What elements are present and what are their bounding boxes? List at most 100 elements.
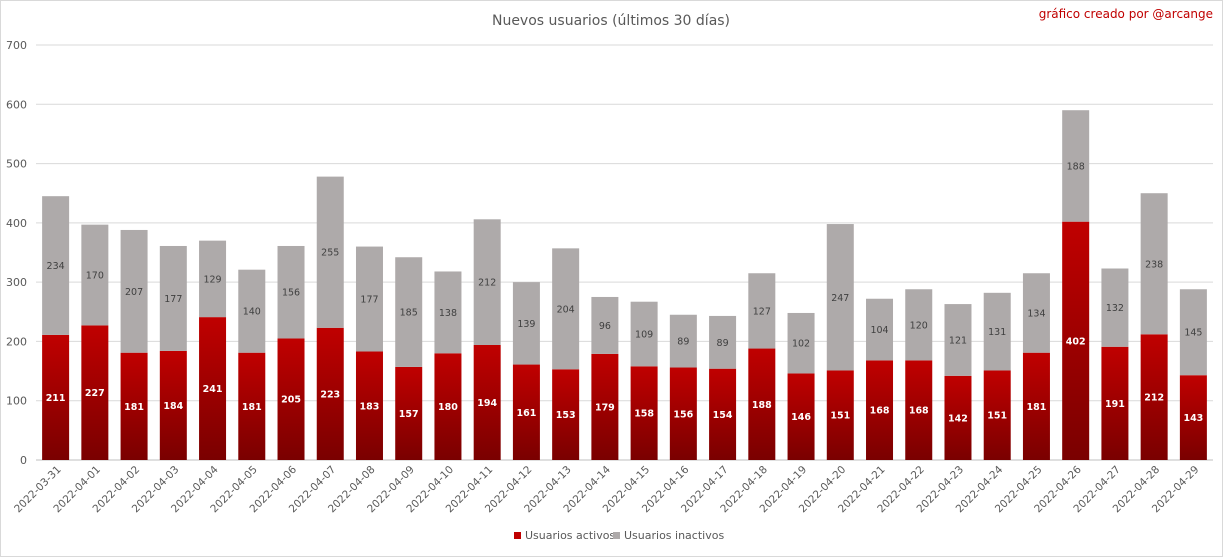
data-label-active: 179 [595,402,615,413]
legend-label-active: Usuarios activos [525,529,615,542]
bar-active [866,360,894,460]
data-label-active: 168 [870,406,890,417]
legend-label-inactive: Usuarios inactivos [624,529,724,542]
data-label-active: 146 [791,412,811,423]
bar-inactive [787,312,815,374]
bar-inactive [1101,268,1129,347]
data-label-active: 158 [634,409,654,420]
data-label-inactive: 102 [792,339,810,350]
bar-active [1179,375,1207,460]
bar-inactive [1022,273,1050,353]
data-label-active: 211 [46,393,66,404]
data-label-active: 183 [360,401,380,412]
bar-inactive [1062,110,1090,222]
data-label-inactive: 255 [321,248,339,259]
bar-inactive [709,315,737,369]
bar-inactive [473,219,501,345]
y-tick-label: 700 [6,39,27,52]
bar-inactive [238,269,266,353]
data-label-active: 156 [673,409,693,420]
bar-active [826,370,854,460]
bar-inactive [81,224,109,326]
data-label-active: 223 [320,389,340,400]
data-label-inactive: 120 [910,320,928,331]
data-label-active: 142 [948,413,968,424]
data-label-inactive: 109 [635,330,653,341]
y-tick-label: 100 [6,395,27,408]
bars [42,110,1207,460]
data-label-inactive: 96 [599,321,611,332]
bar-inactive [1179,289,1207,376]
data-label-active: 184 [163,401,183,412]
bar-inactive [316,176,344,328]
legend-swatch-inactive [613,532,620,539]
bar-inactive [120,229,148,353]
data-label-active: 212 [1144,393,1164,404]
bar-inactive [199,240,227,318]
bar-active [159,350,187,460]
bar-active [199,317,227,460]
data-label-active: 143 [1183,413,1203,424]
data-label-active: 180 [438,402,458,413]
bar-active [81,325,109,460]
data-label-active: 194 [477,398,497,409]
data-label-active: 188 [752,400,772,411]
data-label-inactive: 129 [203,274,221,285]
data-label-active: 151 [830,411,850,422]
data-label-active: 181 [1027,402,1047,413]
legend: Usuarios activos Usuarios inactivos [514,529,724,542]
data-label-inactive: 177 [164,294,182,305]
data-label-active: 161 [516,408,536,419]
data-label-inactive: 145 [1184,328,1202,339]
bar-inactive [866,298,894,361]
data-label-inactive: 134 [1027,308,1045,319]
data-label-active: 181 [242,402,262,413]
bar-inactive [159,245,187,351]
data-label-inactive: 121 [949,335,967,346]
bar-active [709,368,737,460]
bar-inactive [355,246,383,352]
bar-inactive [748,273,776,349]
bar-active [905,360,933,460]
bar-active [512,364,540,460]
data-label-inactive: 170 [86,271,104,282]
data-label-active: 227 [85,388,105,399]
y-tick-label: 0 [20,454,27,467]
data-label-inactive: 104 [870,325,888,336]
chart-title: Nuevos usuarios (últimos 30 días) [492,13,730,29]
bar-active [1062,221,1090,460]
data-label-active: 205 [281,395,301,406]
bar-inactive [552,248,580,370]
bar-active [983,370,1011,460]
data-label-inactive: 127 [753,306,771,317]
bar-active [630,366,658,460]
y-tick-label: 500 [6,158,27,171]
data-label-active: 168 [909,406,929,417]
bar-active [787,373,815,460]
data-label-inactive: 207 [125,287,143,298]
data-label-active: 153 [556,410,576,421]
bar-active [434,353,462,460]
bar-inactive [395,257,423,367]
data-label-active: 191 [1105,399,1125,410]
data-label-active: 402 [1066,336,1086,347]
y-tick-label: 300 [6,276,27,289]
bar-inactive [669,314,697,368]
data-label-inactive: 156 [282,288,300,299]
gridlines [36,44,1213,461]
data-label-inactive: 138 [439,308,457,319]
bar-inactive [591,296,619,354]
data-label-inactive: 131 [988,327,1006,338]
data-label-inactive: 185 [400,308,418,319]
bar-active [120,352,148,460]
bar-active [591,353,619,460]
bar-active [277,338,305,460]
bar-inactive [512,282,540,365]
bar-active [669,367,697,460]
data-label-inactive: 238 [1145,259,1163,270]
bar-active [1022,352,1050,460]
bar-active [748,348,776,460]
bar-inactive [630,301,658,367]
bar-inactive [826,224,854,371]
